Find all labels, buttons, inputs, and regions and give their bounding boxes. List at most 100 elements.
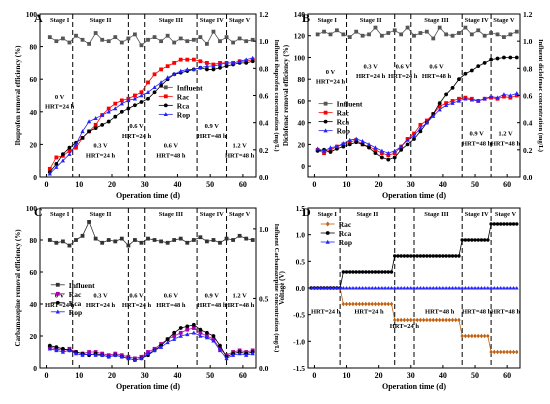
x-tick-label: 10 [75,371,83,380]
data-point-rop [178,68,183,73]
stage-annotation: HRT=48 h [197,133,227,140]
y2-tick-label: 0.8 [259,64,269,73]
x-tick-label: 40 [439,371,447,380]
data-point-rop [421,285,426,290]
data-point-rop [126,356,131,361]
data-point-rop [244,57,249,62]
data-point-rop [204,63,209,68]
data-point-rop [457,285,461,290]
y-tick-label: 20 [30,140,38,149]
data-point-rac [486,333,490,339]
data-point-rop [431,113,436,118]
data-point-rac [431,317,435,323]
data-point-influent [185,240,190,245]
stage-label: Stage IV [465,17,489,24]
data-point-influent [80,233,85,238]
data-point-influent [489,31,493,35]
x-tick-label: 40 [173,371,181,380]
data-point-rop [501,92,507,97]
stage-annotation: HRT=24 h [316,79,346,86]
data-point-rca [178,326,183,330]
legend-label: Rca [339,229,352,238]
x-axis-title: Operation time (d) [116,382,180,391]
data-point-rac [146,80,150,85]
data-point-influent [218,39,222,44]
stage-label: Stage I [50,17,70,24]
legend-swatch-marker [55,309,60,314]
data-point-rca [409,254,413,258]
data-point-rca [434,254,439,258]
data-point-rca [489,222,493,226]
data-point-influent [412,33,416,38]
data-point-rop [479,285,484,290]
data-point-influent [119,40,124,45]
data-point-rop [309,285,314,290]
stage-annotation: 0.3 V [93,143,108,150]
legend-label: Influent [337,100,363,109]
plot-frame [39,207,257,369]
data-point-influent [54,240,59,245]
data-point-rop [172,336,177,341]
data-point-rop [373,285,378,290]
x-tick-label: 40 [439,180,447,189]
data-point-rca [482,61,487,65]
data-point-rop [495,285,500,290]
y-tick-label: 20 [30,332,38,341]
panel-c: Stage I Stage II Stage III Stage IV Stage V 0… [14,204,280,391]
data-point-rop [386,285,391,290]
data-point-rop [106,109,111,114]
stage-label: Stage V [493,17,515,24]
data-point-rca [211,67,216,72]
data-point-rop [514,91,519,96]
y2-tick-label: 1.0 [259,37,269,46]
data-point-rop [211,338,216,343]
data-point-rca [466,238,471,242]
y-tick-label: 0.5 [296,257,306,266]
data-point-rop [328,285,333,290]
data-point-rop [244,352,249,357]
data-point-rca [383,270,387,274]
y-tick-label: 0 [33,173,37,182]
data-point-rop [482,285,487,290]
data-point-rop [360,285,365,290]
data-point-rac [133,93,137,98]
y-tick-label: 20 [298,140,306,149]
data-point-rca [159,83,163,88]
data-point-rop [60,158,65,163]
data-point-rac [185,327,190,332]
data-point-rop [502,285,506,290]
data-point-influent [87,220,91,224]
data-point-rca [396,254,400,258]
data-point-rca [457,77,461,82]
data-point-rac [389,301,394,307]
data-point-rac [367,301,371,307]
data-point-rac [370,301,374,307]
data-point-rca [499,222,503,226]
y-tick-label: 80 [30,236,38,245]
data-point-rca [389,270,394,274]
data-point-rac [106,106,111,111]
data-point-rca [348,270,352,274]
x-tick-label: 50 [206,180,214,189]
data-point-rac [418,122,423,127]
data-point-rca [393,254,397,258]
data-point-rop [159,344,164,349]
legend-swatch-marker [323,119,328,124]
data-point-influent [231,40,235,45]
data-point-rca [364,270,368,274]
y2-tick-label: 1.2 [523,10,533,19]
data-point-influent [347,35,352,39]
data-point-influent [172,40,177,45]
data-point-rop [424,285,429,290]
data-point-rop [411,133,417,138]
data-point-rca [386,270,391,274]
data-point-rca [54,162,59,166]
data-point-rop [80,129,85,134]
data-point-rac [412,317,416,323]
data-point-rac [508,95,513,100]
stage-label: Stage III [424,17,449,24]
data-point-rac [409,317,413,323]
y-tick-label: 80 [298,75,306,84]
data-point-rca [502,222,506,226]
data-point-rca [437,254,442,258]
